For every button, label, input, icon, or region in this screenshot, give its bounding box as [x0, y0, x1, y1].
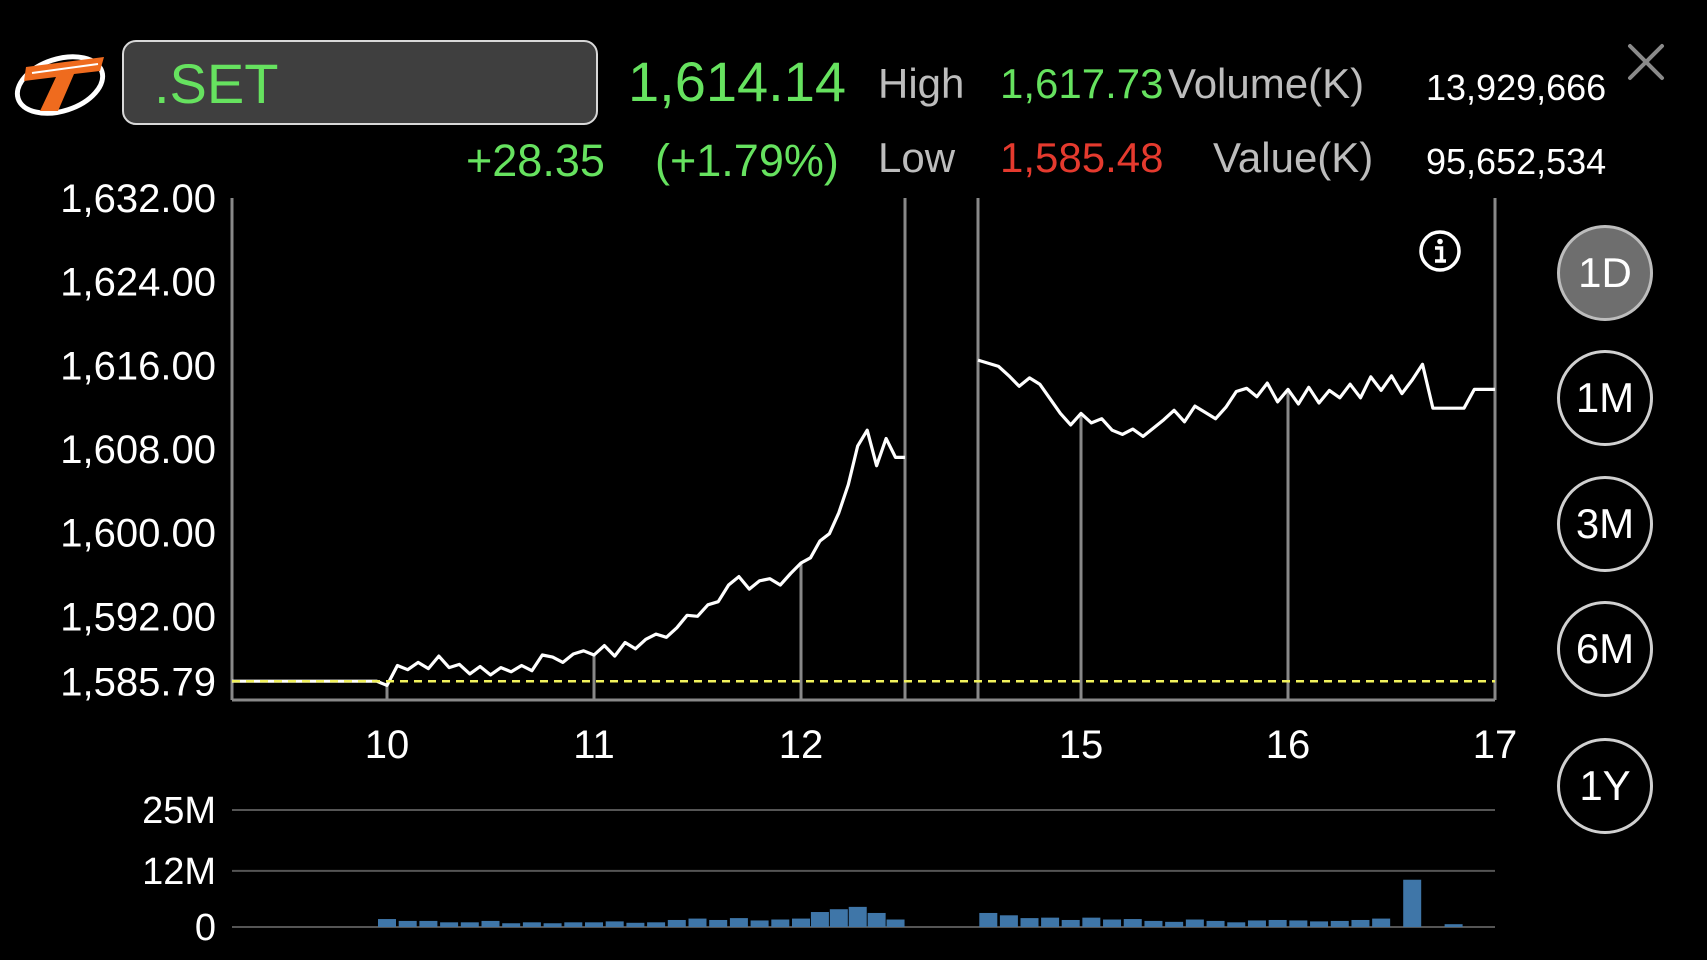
- volume-bar: [626, 922, 645, 927]
- volume-bar: [750, 920, 769, 927]
- volume-bar: [829, 909, 848, 927]
- volume-bar: [1185, 919, 1204, 927]
- x-tick-label: 16: [1266, 723, 1311, 767]
- range-button-1y[interactable]: 1Y: [1557, 738, 1653, 834]
- close-icon[interactable]: [1624, 40, 1668, 84]
- volume-bar: [1123, 919, 1142, 927]
- volume-bar: [564, 922, 583, 927]
- volume-bar: [398, 920, 417, 927]
- price-line-afternoon: [977, 358, 1495, 438]
- y-tick-label: 1,616.00: [60, 344, 216, 388]
- volume-bar: [1103, 919, 1122, 927]
- value-label: Value(K): [1213, 134, 1374, 181]
- volume-bar: [1289, 920, 1308, 927]
- last-price: 1,614.14: [628, 50, 846, 113]
- x-tick-label: 12: [779, 723, 824, 767]
- volume-bar: [481, 920, 500, 927]
- y-tick-label: 1,600.00: [60, 512, 216, 556]
- volume-bar: [647, 922, 666, 927]
- volume-bar: [1020, 918, 1039, 927]
- range-button-6m[interactable]: 6M: [1557, 601, 1653, 697]
- volume-bar: [440, 922, 459, 927]
- volume-bar: [709, 919, 728, 927]
- volume-bar: [419, 920, 438, 927]
- volume-bar: [1403, 879, 1422, 927]
- y-tick-label: 1,624.00: [60, 261, 216, 305]
- volume-y-label: 0: [195, 907, 216, 949]
- broker-logo-icon: [14, 54, 106, 116]
- volume-bar: [848, 906, 867, 927]
- volume-bar: [771, 919, 790, 927]
- volume-bar: [1247, 920, 1266, 927]
- volume-bar: [1206, 920, 1225, 927]
- volume-bar: [1310, 921, 1329, 927]
- volume-bar: [1330, 920, 1349, 927]
- volume-bar: [886, 919, 905, 927]
- volume-value: 13,929,666: [1426, 67, 1607, 108]
- price-change: +28.35: [466, 135, 605, 186]
- info-icon[interactable]: [1417, 228, 1463, 274]
- price-change-percent: (+1.79%): [655, 135, 839, 186]
- range-button-1d[interactable]: 1D: [1557, 225, 1653, 321]
- volume-bar: [502, 923, 521, 927]
- volume-y-label: 12M: [142, 851, 216, 893]
- volume-bar: [1061, 919, 1080, 927]
- volume-bar: [585, 922, 603, 927]
- volume-y-label: 25M: [142, 790, 216, 832]
- low-value: 1,585.48: [1000, 134, 1164, 181]
- volume-bar: [1351, 919, 1370, 927]
- price-line-morning: [232, 428, 905, 687]
- range-button-3m[interactable]: 3M: [1557, 476, 1653, 572]
- y-tick-label: 1,632.00: [60, 177, 216, 221]
- low-label: Low: [878, 134, 956, 181]
- volume-bar: [1444, 924, 1463, 927]
- volume-bar: [460, 922, 479, 927]
- volume-bar: [1268, 919, 1287, 927]
- high-value: 1,617.73: [1000, 60, 1164, 107]
- volume-bar: [522, 922, 541, 927]
- symbol-search-input[interactable]: .SET: [122, 40, 598, 125]
- volume-label: Volume(K): [1168, 60, 1365, 107]
- range-button-1m[interactable]: 1M: [1557, 350, 1653, 446]
- volume-bar: [688, 918, 707, 927]
- volume-bar: [1372, 918, 1391, 927]
- prev-close-label: 1,585.79: [60, 660, 216, 704]
- value-value: 95,652,534: [1426, 141, 1607, 182]
- volume-bar: [979, 912, 998, 927]
- volume-bar: [867, 912, 886, 927]
- y-tick-label: 1,592.00: [60, 595, 216, 639]
- x-tick-label: 10: [365, 723, 410, 767]
- volume-bar: [1227, 922, 1246, 927]
- volume-bar: [792, 918, 810, 927]
- volume-bar: [1041, 917, 1060, 927]
- volume-bar: [1144, 920, 1163, 927]
- x-tick-label: 11: [573, 723, 615, 767]
- symbol-text: .SET: [154, 52, 279, 115]
- volume-bar: [729, 918, 748, 927]
- volume-bar: [605, 921, 624, 927]
- volume-bar: [543, 923, 562, 927]
- volume-bar: [1082, 917, 1101, 927]
- x-tick-label: 17: [1473, 723, 1518, 767]
- volume-bar: [667, 919, 686, 927]
- volume-bar: [1165, 921, 1184, 927]
- x-tick-label: 15: [1059, 723, 1104, 767]
- volume-bar: [378, 919, 396, 927]
- y-tick-label: 1,608.00: [60, 428, 216, 472]
- high-label: High: [878, 60, 965, 107]
- volume-bar: [810, 912, 829, 927]
- volume-bar: [999, 915, 1018, 927]
